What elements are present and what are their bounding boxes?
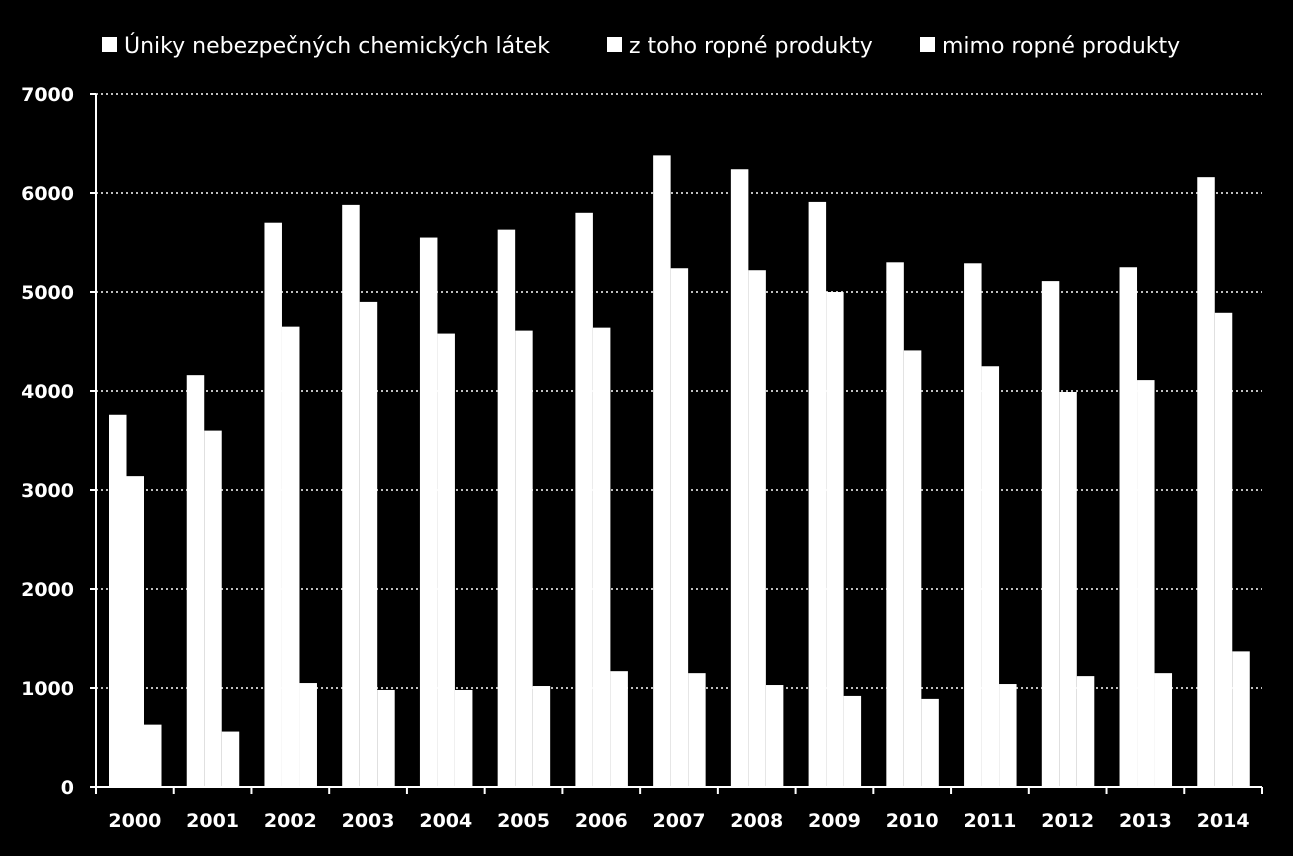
bar-2008-series-1 [730,169,749,788]
bar-2010-series-1 [886,262,904,787]
x-tick-label-2002: 2002 [264,810,317,832]
bar-2013-series-3 [1154,673,1173,787]
bar-2008-series-3 [765,685,784,787]
bar-2004-series-2 [437,333,455,787]
y-tick-label: 2000 [21,579,74,601]
x-tick-label-2006: 2006 [575,810,628,832]
bar-2009-series-1 [808,201,827,787]
bar-2009-series-2 [826,292,844,787]
y-tick-label: 6000 [21,183,74,205]
bar-2005-series-1 [497,229,516,787]
x-tick-label-2003: 2003 [342,810,395,832]
x-tick-label-2014: 2014 [1197,810,1250,832]
legend-label-2: z toho ropné produkty [629,34,873,59]
y-tick-label: 7000 [21,84,74,106]
legend-swatch-1 [102,37,117,52]
x-tick-label-2011: 2011 [963,810,1016,832]
y-tick-label: 4000 [21,381,74,403]
bar-2012-series-2 [1059,391,1077,787]
y-tick-label: 5000 [21,282,74,304]
bar-2006-series-1 [575,212,593,788]
bar-2001-series-1 [186,375,205,787]
bar-2001-series-2 [204,430,222,787]
x-tick-label-2004: 2004 [419,810,472,832]
y-tick-label: 3000 [21,480,74,502]
bar-2007-series-1 [653,155,671,787]
bar-2000-series-2 [126,476,144,787]
y-tick-labels: 0 1000 2000 3000 4000 5000 6000 7000 [21,84,96,799]
x-tick-label-2001: 2001 [186,810,239,832]
y-tick-label: 0 [61,777,74,799]
bar-2002-series-1 [264,222,282,787]
bar-2003-series-1 [342,204,360,787]
bar-2011-series-2 [981,366,1000,787]
bar-2001-series-3 [221,731,240,787]
legend-swatch-2 [607,37,622,52]
bar-2003-series-3 [377,689,395,787]
bar-2014-series-3 [1232,651,1250,787]
x-tick-label-2000: 2000 [108,810,161,832]
bar-2014-series-1 [1197,177,1215,787]
bar-2009-series-3 [843,695,862,787]
bar-2002-series-3 [299,683,317,787]
bar-2005-series-2 [515,330,533,787]
bar-2004-series-3 [454,689,473,787]
bars [109,155,1250,788]
x-tick-labels: 2000 2001 2002 2003 2004 2005 2006 2007 2008 2009… [95,787,1263,832]
x-tick-label-2008: 2008 [730,810,783,832]
bar-2010-series-3 [921,698,939,787]
bar-2006-series-3 [610,671,628,787]
x-tick-label-2007: 2007 [653,810,706,832]
bar-2000-series-1 [109,414,127,787]
bar-2012-series-3 [1076,676,1095,787]
bar-2000-series-3 [144,724,162,787]
x-tick-label-2013: 2013 [1119,810,1172,832]
axes [95,94,1262,788]
bar-2010-series-2 [903,350,922,787]
x-tick-label-2005: 2005 [497,810,550,832]
x-tick-label-2009: 2009 [808,810,861,832]
bar-2007-series-3 [688,673,706,787]
bar-2013-series-2 [1137,380,1155,787]
bar-2012-series-1 [1041,281,1060,787]
bar-2011-series-3 [999,684,1017,787]
y-tick-label: 1000 [21,678,74,700]
bar-2003-series-2 [359,301,378,787]
bar-2013-series-1 [1119,267,1138,787]
bar-2011-series-1 [964,263,982,787]
legend-swatch-3 [920,37,935,52]
bar-2004-series-1 [419,237,438,788]
bar-2005-series-3 [532,686,551,787]
bar-2006-series-2 [592,327,611,787]
legend-label-1: Úniky nebezpečných chemických látek [124,33,550,59]
bar-2007-series-2 [670,268,689,787]
legend: Úniky nebezpečných chemických látek z toh… [102,33,1180,59]
bar-2014-series-2 [1214,312,1233,787]
bar-2002-series-2 [281,326,300,787]
x-tick-label-2010: 2010 [886,810,939,832]
bar-2008-series-2 [748,270,766,788]
legend-label-3: mimo ropné produkty [942,34,1180,59]
x-tick-label-2012: 2012 [1041,810,1094,832]
